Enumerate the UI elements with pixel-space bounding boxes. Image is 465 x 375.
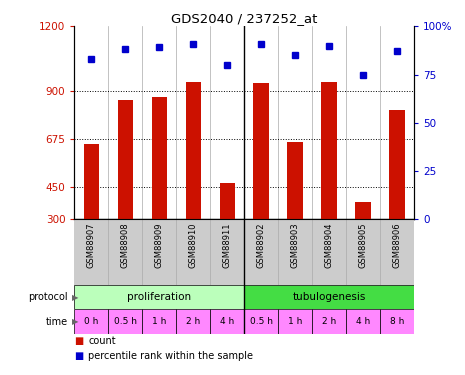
Bar — [321, 82, 337, 219]
Bar — [355, 202, 371, 219]
Bar — [74, 309, 108, 334]
Text: GSM88904: GSM88904 — [325, 223, 333, 268]
Text: ■: ■ — [74, 336, 84, 346]
Text: GSM88903: GSM88903 — [291, 223, 299, 268]
Bar — [312, 309, 346, 334]
Bar — [118, 100, 133, 219]
Bar — [176, 309, 210, 334]
Bar — [380, 309, 414, 334]
Title: GDS2040 / 237252_at: GDS2040 / 237252_at — [171, 12, 317, 25]
Bar — [108, 309, 142, 334]
Text: ▶: ▶ — [72, 292, 79, 302]
Text: GSM88909: GSM88909 — [155, 223, 164, 268]
Text: GSM88907: GSM88907 — [87, 223, 96, 268]
Text: 2 h: 2 h — [322, 317, 336, 326]
Text: 1 h: 1 h — [152, 317, 166, 326]
Text: tubulogenesis: tubulogenesis — [292, 292, 365, 302]
Bar — [74, 285, 244, 309]
Text: GSM88910: GSM88910 — [189, 223, 198, 268]
Bar — [346, 309, 380, 334]
Text: GSM88911: GSM88911 — [223, 223, 232, 268]
Bar — [244, 309, 278, 334]
Text: GSM88908: GSM88908 — [121, 223, 130, 268]
Bar — [278, 309, 312, 334]
Bar — [219, 183, 235, 219]
Text: time: time — [45, 316, 67, 327]
Text: protocol: protocol — [28, 292, 67, 302]
Text: percentile rank within the sample: percentile rank within the sample — [88, 351, 253, 361]
Bar — [287, 142, 303, 219]
Bar — [142, 309, 176, 334]
Text: ■: ■ — [74, 351, 84, 361]
Text: 4 h: 4 h — [220, 317, 234, 326]
Text: count: count — [88, 336, 116, 346]
Bar — [84, 144, 99, 219]
Text: GSM88905: GSM88905 — [359, 223, 367, 268]
Text: 8 h: 8 h — [390, 317, 404, 326]
Bar — [253, 83, 269, 219]
Text: ▶: ▶ — [72, 317, 79, 326]
Text: 4 h: 4 h — [356, 317, 370, 326]
Text: proliferation: proliferation — [127, 292, 191, 302]
Text: 0.5 h: 0.5 h — [114, 317, 137, 326]
Text: 1 h: 1 h — [288, 317, 302, 326]
Bar — [389, 110, 405, 219]
Bar — [186, 82, 201, 219]
Text: 0.5 h: 0.5 h — [250, 317, 272, 326]
Text: 0 h: 0 h — [84, 317, 99, 326]
Bar — [244, 285, 414, 309]
Bar — [152, 97, 167, 219]
Text: GSM88902: GSM88902 — [257, 223, 266, 268]
Text: GSM88906: GSM88906 — [392, 223, 401, 268]
Text: 2 h: 2 h — [186, 317, 200, 326]
Bar — [210, 309, 244, 334]
